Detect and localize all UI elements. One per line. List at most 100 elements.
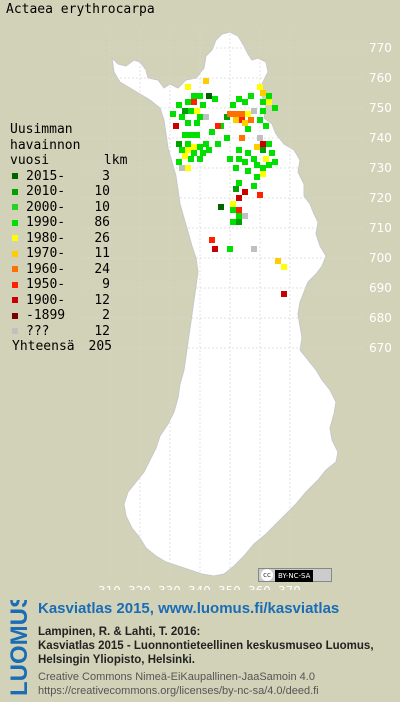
y-tick-label: 730 xyxy=(369,161,392,175)
observation-square xyxy=(281,264,287,270)
cc-license-badge[interactable]: cc BY-NC-SA xyxy=(258,568,332,582)
observation-square xyxy=(206,93,212,99)
y-axis-labels: 770 760 750 740 730 720 710 700 690 680 670 xyxy=(369,41,392,355)
y-tick-label: 690 xyxy=(369,281,392,295)
observation-square xyxy=(251,183,257,189)
legend-header-line-1: Uusimman xyxy=(10,122,73,137)
observation-square xyxy=(182,132,188,138)
observation-square xyxy=(269,150,275,156)
observation-square xyxy=(191,93,197,99)
observation-square xyxy=(245,150,251,156)
observation-square xyxy=(215,123,221,129)
legend-count: 12 xyxy=(94,323,110,339)
legend-swatch xyxy=(12,312,18,319)
observation-square xyxy=(230,219,236,225)
citation-line-2: Kasviatlas 2015 - Luonnontieteellinen ke… xyxy=(38,640,374,652)
observation-square xyxy=(224,135,230,141)
observation-square xyxy=(185,99,191,105)
x-tick-label: 340 xyxy=(188,584,211,590)
observation-square xyxy=(260,165,266,171)
legend-count: 24 xyxy=(94,261,110,277)
legend-swatch xyxy=(12,266,18,273)
legend-swatch xyxy=(12,204,18,211)
legend-count: 11 xyxy=(94,246,110,261)
observation-square xyxy=(236,195,242,201)
species-name: Actaea erythrocarpa xyxy=(6,2,155,17)
observation-square xyxy=(260,90,266,96)
license-text: Creative Commons Nimeä-EiKaupallinen-Jaa… xyxy=(38,671,319,698)
observation-square xyxy=(275,258,281,264)
observation-square xyxy=(185,84,191,90)
observation-square xyxy=(242,159,248,165)
observation-square xyxy=(230,201,236,207)
observation-square xyxy=(257,192,263,198)
observation-square xyxy=(203,141,209,147)
observation-square xyxy=(188,156,194,162)
observation-square xyxy=(233,111,239,117)
observation-square xyxy=(197,156,203,162)
legend-total-count: 205 xyxy=(88,339,112,354)
legend-total-label: Yhteensä xyxy=(12,339,75,354)
observation-square xyxy=(236,147,242,153)
observation-square xyxy=(257,135,263,141)
observation-square xyxy=(191,144,197,150)
legend-count: 10 xyxy=(94,199,110,215)
observation-square xyxy=(242,213,248,219)
observation-square xyxy=(242,120,248,126)
legend-count: 3 xyxy=(102,168,110,184)
observation-square xyxy=(239,135,245,141)
y-tick-label: 740 xyxy=(369,131,392,145)
observation-square xyxy=(245,111,251,117)
observation-square xyxy=(251,108,257,114)
observation-square xyxy=(236,207,242,213)
citation-line-1: Lampinen, R. & Lahti, T. 2016: xyxy=(38,626,201,638)
observation-square xyxy=(188,132,194,138)
legend-label: -1899 xyxy=(26,308,66,323)
observation-square xyxy=(182,108,188,114)
observation-square xyxy=(272,105,278,111)
observation-square xyxy=(227,156,233,162)
observation-square xyxy=(185,147,191,153)
observation-square xyxy=(230,102,236,108)
legend-count: 10 xyxy=(94,184,110,199)
observation-square xyxy=(191,99,197,105)
legend-count: 2 xyxy=(102,308,110,323)
observation-square xyxy=(257,84,263,90)
observation-square xyxy=(194,132,200,138)
y-tick-label: 750 xyxy=(369,101,392,115)
observation-square xyxy=(272,159,278,165)
observation-square xyxy=(173,123,179,129)
cc-logo-icon: cc xyxy=(261,569,273,581)
y-tick-label: 720 xyxy=(369,191,392,205)
legend-row: 2015- 3 xyxy=(10,169,127,185)
legend-swatch xyxy=(12,297,18,304)
y-tick-label: 670 xyxy=(369,341,392,355)
citation: Lampinen, R. & Lahti, T. 2016: Kasviatla… xyxy=(38,625,374,667)
observation-square xyxy=(260,108,266,114)
observation-square xyxy=(263,123,269,129)
observation-square xyxy=(245,126,251,132)
observation-square xyxy=(236,180,242,186)
observation-square xyxy=(197,144,203,150)
legend-swatch xyxy=(12,281,18,288)
observation-square xyxy=(254,144,260,150)
cc-license-code: BY-NC-SA xyxy=(275,570,314,582)
observation-square xyxy=(185,165,191,171)
legend-swatch xyxy=(12,328,18,335)
observation-square xyxy=(185,120,191,126)
observation-square xyxy=(236,219,242,225)
observation-square xyxy=(260,141,266,147)
legend-row: 1900- 12 xyxy=(10,293,127,309)
license-url[interactable]: https://creativecommons.org/licenses/by-… xyxy=(38,684,319,697)
legend-row: 1950- 9 xyxy=(10,277,127,293)
observation-squares xyxy=(170,78,287,297)
observation-square xyxy=(176,141,182,147)
atlas-title-link[interactable]: Kasviatlas 2015, www.luomus.fi/kasviatla… xyxy=(38,600,340,617)
observation-square xyxy=(170,111,176,117)
observation-square xyxy=(227,246,233,252)
observation-square xyxy=(206,147,212,153)
legend-label: 1990- xyxy=(26,215,66,230)
observation-square xyxy=(203,114,209,120)
y-tick-label: 700 xyxy=(369,251,392,265)
